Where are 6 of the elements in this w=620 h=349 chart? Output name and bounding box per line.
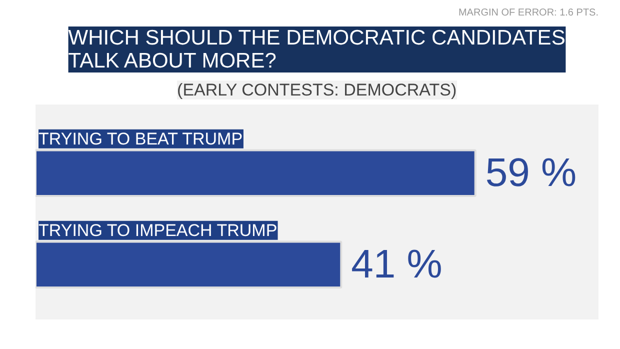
data-label: 41 % bbox=[351, 242, 442, 287]
y-tick-label: TRYING TO IMPEACH TRUMP bbox=[38, 220, 278, 240]
chart-subtitle: (EARLY CONTESTS: DEMOCRATS) bbox=[177, 80, 457, 100]
text: MARGIN OF ERROR: 1.6 PTS. bbox=[458, 8, 599, 18]
y-tick-label: TRYING TO BEAT TRUMP bbox=[38, 129, 243, 148]
data-label: 59 % bbox=[485, 151, 577, 196]
